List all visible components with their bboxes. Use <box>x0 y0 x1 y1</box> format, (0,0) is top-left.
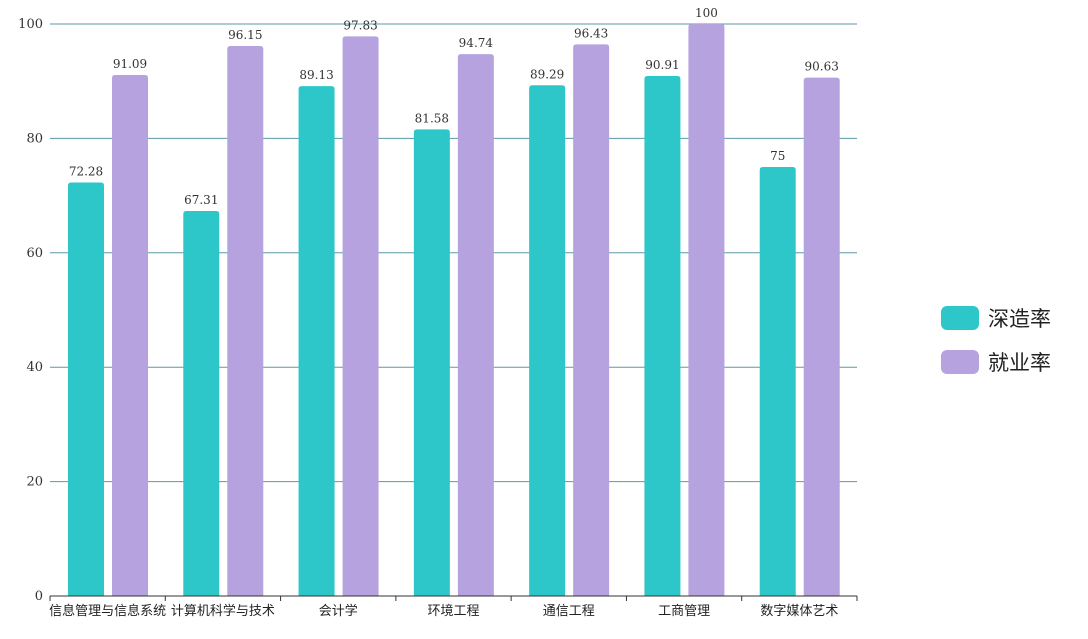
bar-series1[interactable] <box>759 167 796 596</box>
bar-series1[interactable] <box>68 182 104 596</box>
y-tick-label: 60 <box>26 246 43 261</box>
bar-series2[interactable] <box>112 74 148 596</box>
data-label: 96.15 <box>228 28 262 42</box>
data-label: 91.09 <box>113 57 147 71</box>
data-label: 100 <box>695 6 718 20</box>
bar-series1[interactable] <box>644 75 681 596</box>
y-tick-label: 80 <box>26 131 43 146</box>
y-tick-label: 40 <box>26 360 43 375</box>
data-label: 89.13 <box>299 68 333 82</box>
legend-swatch <box>941 350 979 374</box>
bar-series1[interactable] <box>298 86 335 597</box>
data-label: 94.74 <box>459 36 494 50</box>
y-tick-label: 100 <box>18 17 43 32</box>
data-label: 96.43 <box>574 26 608 40</box>
bar-series1[interactable] <box>413 129 450 596</box>
x-tick-label: 工商管理 <box>658 604 710 619</box>
data-label: 67.31 <box>184 193 218 207</box>
x-tick-label: 信息管理与信息系统 <box>49 603 166 619</box>
bar-series2[interactable] <box>688 24 725 596</box>
bar-series1[interactable] <box>529 85 566 596</box>
legend-swatch <box>941 306 979 330</box>
x-tick-label: 数字媒体艺术 <box>760 604 838 619</box>
legend-label: 就业率 <box>988 351 1051 375</box>
bar-series2[interactable] <box>457 54 494 596</box>
legend-item-series1[interactable]: 深造率 <box>941 306 1051 331</box>
data-label: 90.63 <box>805 60 839 74</box>
data-label: 75 <box>770 149 785 163</box>
x-tick-label: 通信工程 <box>543 604 595 619</box>
legend-label: 深造率 <box>988 307 1051 331</box>
data-label: 90.91 <box>645 58 679 72</box>
data-label: 89.29 <box>530 67 564 81</box>
grid-layer <box>50 23 857 483</box>
bars-layer <box>68 24 840 597</box>
data-label: 97.83 <box>343 18 377 32</box>
axis-layer: 0 20 40 60 80 100 信息管理与信息系统 计算机科学与技术 会计学 环境工程 通信工程… <box>18 17 858 619</box>
data-labels-layer: 72.28 91.09 67.31 96.15 89.13 97.83 81.58 94.74… <box>69 6 839 207</box>
bar-series2[interactable] <box>342 36 379 596</box>
data-label: 72.28 <box>69 165 103 179</box>
data-label: 81.58 <box>415 111 449 125</box>
x-tick-label: 环境工程 <box>427 604 479 619</box>
legend-item-series2[interactable]: 就业率 <box>941 350 1051 375</box>
bar-series1[interactable] <box>183 210 220 596</box>
y-tick-label: 20 <box>26 475 43 490</box>
x-tick-label: 计算机科学与技术 <box>171 603 275 619</box>
bar-series2[interactable] <box>573 44 610 596</box>
bar-series2[interactable] <box>803 77 840 597</box>
bar-series2[interactable] <box>227 46 264 597</box>
y-tick-label: 0 <box>35 589 43 604</box>
x-tick-label: 会计学 <box>319 603 358 619</box>
